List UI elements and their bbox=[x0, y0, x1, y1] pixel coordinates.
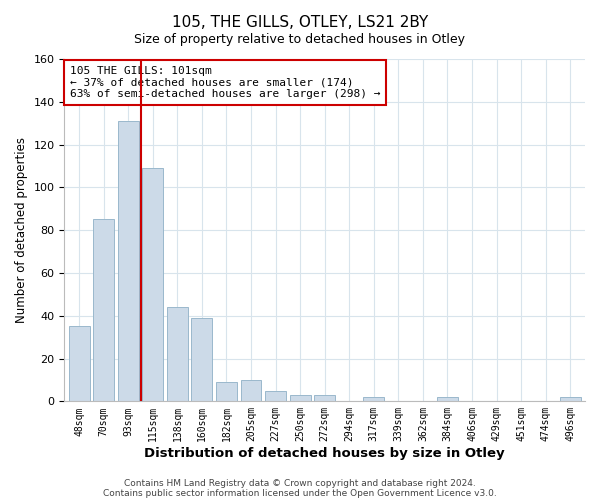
Text: Contains public sector information licensed under the Open Government Licence v3: Contains public sector information licen… bbox=[103, 488, 497, 498]
X-axis label: Distribution of detached houses by size in Otley: Distribution of detached houses by size … bbox=[145, 447, 505, 460]
Bar bbox=[560, 397, 581, 402]
Bar bbox=[118, 121, 139, 402]
Bar bbox=[290, 395, 311, 402]
Text: Size of property relative to detached houses in Otley: Size of property relative to detached ho… bbox=[134, 32, 466, 46]
Bar bbox=[69, 326, 89, 402]
Text: Contains HM Land Registry data © Crown copyright and database right 2024.: Contains HM Land Registry data © Crown c… bbox=[124, 478, 476, 488]
Bar bbox=[364, 397, 384, 402]
Bar bbox=[437, 397, 458, 402]
Bar bbox=[241, 380, 262, 402]
Bar bbox=[216, 382, 237, 402]
Bar bbox=[142, 168, 163, 402]
Bar bbox=[265, 390, 286, 402]
Y-axis label: Number of detached properties: Number of detached properties bbox=[15, 137, 28, 323]
Text: 105, THE GILLS, OTLEY, LS21 2BY: 105, THE GILLS, OTLEY, LS21 2BY bbox=[172, 15, 428, 30]
Bar bbox=[93, 220, 114, 402]
Text: 105 THE GILLS: 101sqm
← 37% of detached houses are smaller (174)
63% of semi-det: 105 THE GILLS: 101sqm ← 37% of detached … bbox=[70, 66, 380, 99]
Bar bbox=[191, 318, 212, 402]
Bar bbox=[314, 395, 335, 402]
Bar bbox=[167, 307, 188, 402]
